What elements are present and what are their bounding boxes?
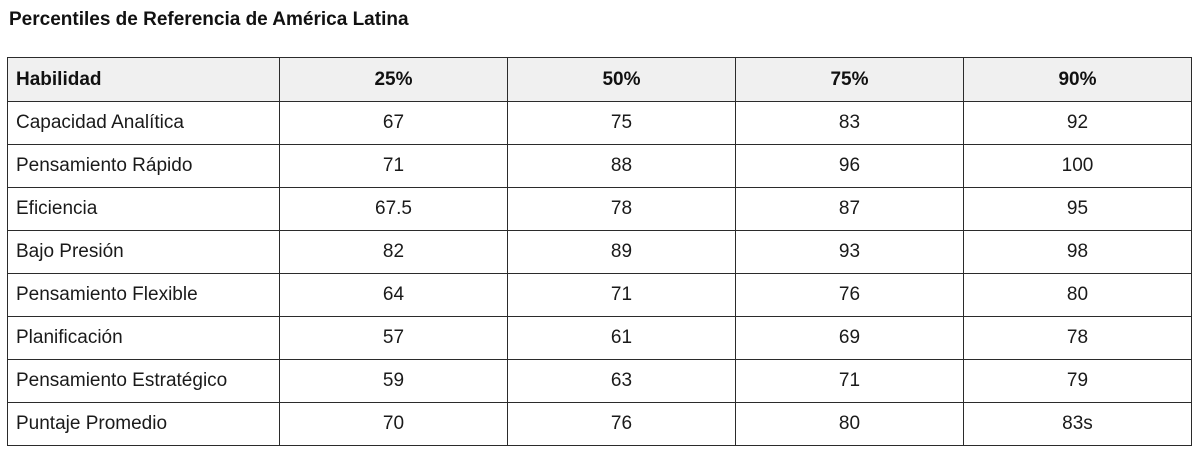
value-p90: 95 <box>963 187 1192 231</box>
skill-name: Bajo Presión <box>7 230 280 274</box>
table-row: Eficiencia 67.5 78 87 95 <box>7 187 1192 231</box>
value-p90: 83s <box>963 402 1192 446</box>
value-p90: 100 <box>963 144 1192 188</box>
column-header-p75: 75% <box>735 57 964 102</box>
value-p25: 67.5 <box>279 187 508 231</box>
value-p75: 83 <box>735 101 964 145</box>
percentiles-table: Habilidad 25% 50% 75% 90% Capacidad Anal… <box>7 57 1192 446</box>
value-p50: 76 <box>507 402 736 446</box>
value-p90: 80 <box>963 273 1192 317</box>
value-p75: 76 <box>735 273 964 317</box>
skill-name: Puntaje Promedio <box>7 402 280 446</box>
table-row: Planificación 57 61 69 78 <box>7 316 1192 360</box>
table-row: Pensamiento Flexible 64 71 76 80 <box>7 273 1192 317</box>
value-p50: 89 <box>507 230 736 274</box>
value-p90: 92 <box>963 101 1192 145</box>
value-p75: 93 <box>735 230 964 274</box>
value-p90: 79 <box>963 359 1192 403</box>
value-p75: 80 <box>735 402 964 446</box>
table-row: Bajo Presión 82 89 93 98 <box>7 230 1192 274</box>
value-p75: 71 <box>735 359 964 403</box>
value-p50: 88 <box>507 144 736 188</box>
skill-name: Pensamiento Flexible <box>7 273 280 317</box>
table-row: Puntaje Promedio 70 76 80 83s <box>7 402 1192 446</box>
value-p50: 61 <box>507 316 736 360</box>
value-p25: 64 <box>279 273 508 317</box>
value-p25: 67 <box>279 101 508 145</box>
value-p75: 87 <box>735 187 964 231</box>
skill-name: Eficiencia <box>7 187 280 231</box>
table-row: Pensamiento Rápido 71 88 96 100 <box>7 144 1192 188</box>
value-p25: 59 <box>279 359 508 403</box>
skill-name: Pensamiento Estratégico <box>7 359 280 403</box>
value-p25: 82 <box>279 230 508 274</box>
value-p50: 71 <box>507 273 736 317</box>
column-header-p25: 25% <box>279 57 508 102</box>
column-header-p90: 90% <box>963 57 1192 102</box>
page-title: Percentiles de Referencia de América Lat… <box>9 9 409 30</box>
table-row: Pensamiento Estratégico 59 63 71 79 <box>7 359 1192 403</box>
value-p75: 69 <box>735 316 964 360</box>
skill-name: Pensamiento Rápido <box>7 144 280 188</box>
value-p50: 75 <box>507 101 736 145</box>
table-header-row: Habilidad 25% 50% 75% 90% <box>7 57 1192 102</box>
value-p25: 57 <box>279 316 508 360</box>
value-p25: 71 <box>279 144 508 188</box>
skill-name: Capacidad Analítica <box>7 101 280 145</box>
value-p50: 63 <box>507 359 736 403</box>
column-header-p50: 50% <box>507 57 736 102</box>
column-header-habilidad: Habilidad <box>7 57 280 102</box>
value-p75: 96 <box>735 144 964 188</box>
value-p90: 98 <box>963 230 1192 274</box>
value-p90: 78 <box>963 316 1192 360</box>
skill-name: Planificación <box>7 316 280 360</box>
value-p50: 78 <box>507 187 736 231</box>
table-row: Capacidad Analítica 67 75 83 92 <box>7 101 1192 145</box>
value-p25: 70 <box>279 402 508 446</box>
